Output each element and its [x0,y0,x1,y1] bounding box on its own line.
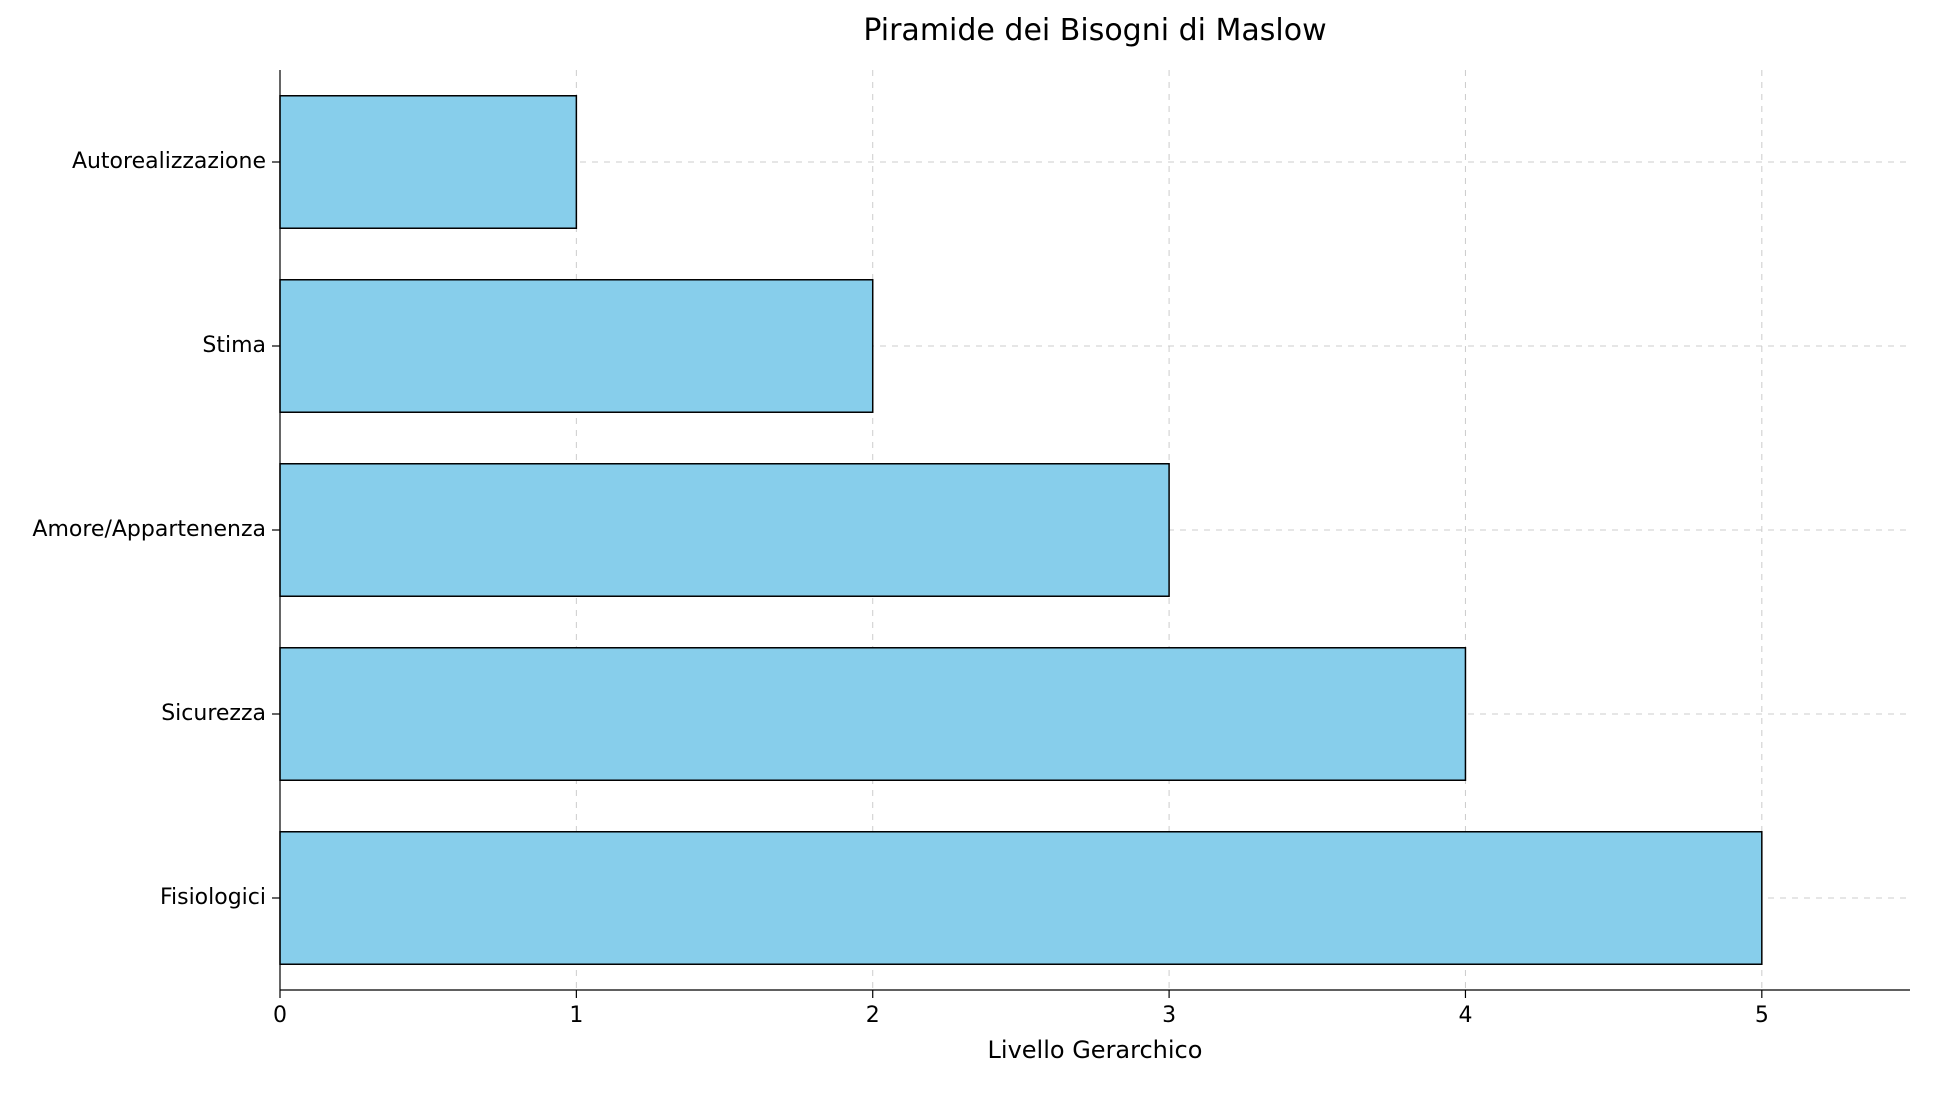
x-tick-label: 1 [569,1003,583,1028]
bar [280,96,576,228]
y-tick-label: Amore/Appartenenza [32,517,266,542]
x-tick-label: 2 [866,1003,880,1028]
y-tick-label: Sicurezza [161,701,266,726]
x-tick-label: 0 [273,1003,287,1028]
x-tick-label: 4 [1458,1003,1472,1028]
y-tick-label: Fisiologici [160,885,266,910]
chart-svg: 0 1 2 3 4 5 Fisiologici Sicurezza Amore/Apparten… [0,0,1953,1101]
x-axis-label: Livello Gerarchico [988,1036,1203,1064]
y-tick-label: Stima [202,333,266,358]
bar [280,648,1465,780]
y-tick-label: Autorealizzazione [72,149,266,174]
chart-container: 0 1 2 3 4 5 Fisiologici Sicurezza Amore/Apparten… [0,0,1953,1101]
bar [280,832,1762,964]
chart-title: Piramide dei Bisogni di Maslow [863,13,1326,48]
bar [280,464,1169,596]
x-tick-label: 5 [1755,1003,1769,1028]
x-tick-label: 3 [1162,1003,1176,1028]
bar [280,280,873,412]
